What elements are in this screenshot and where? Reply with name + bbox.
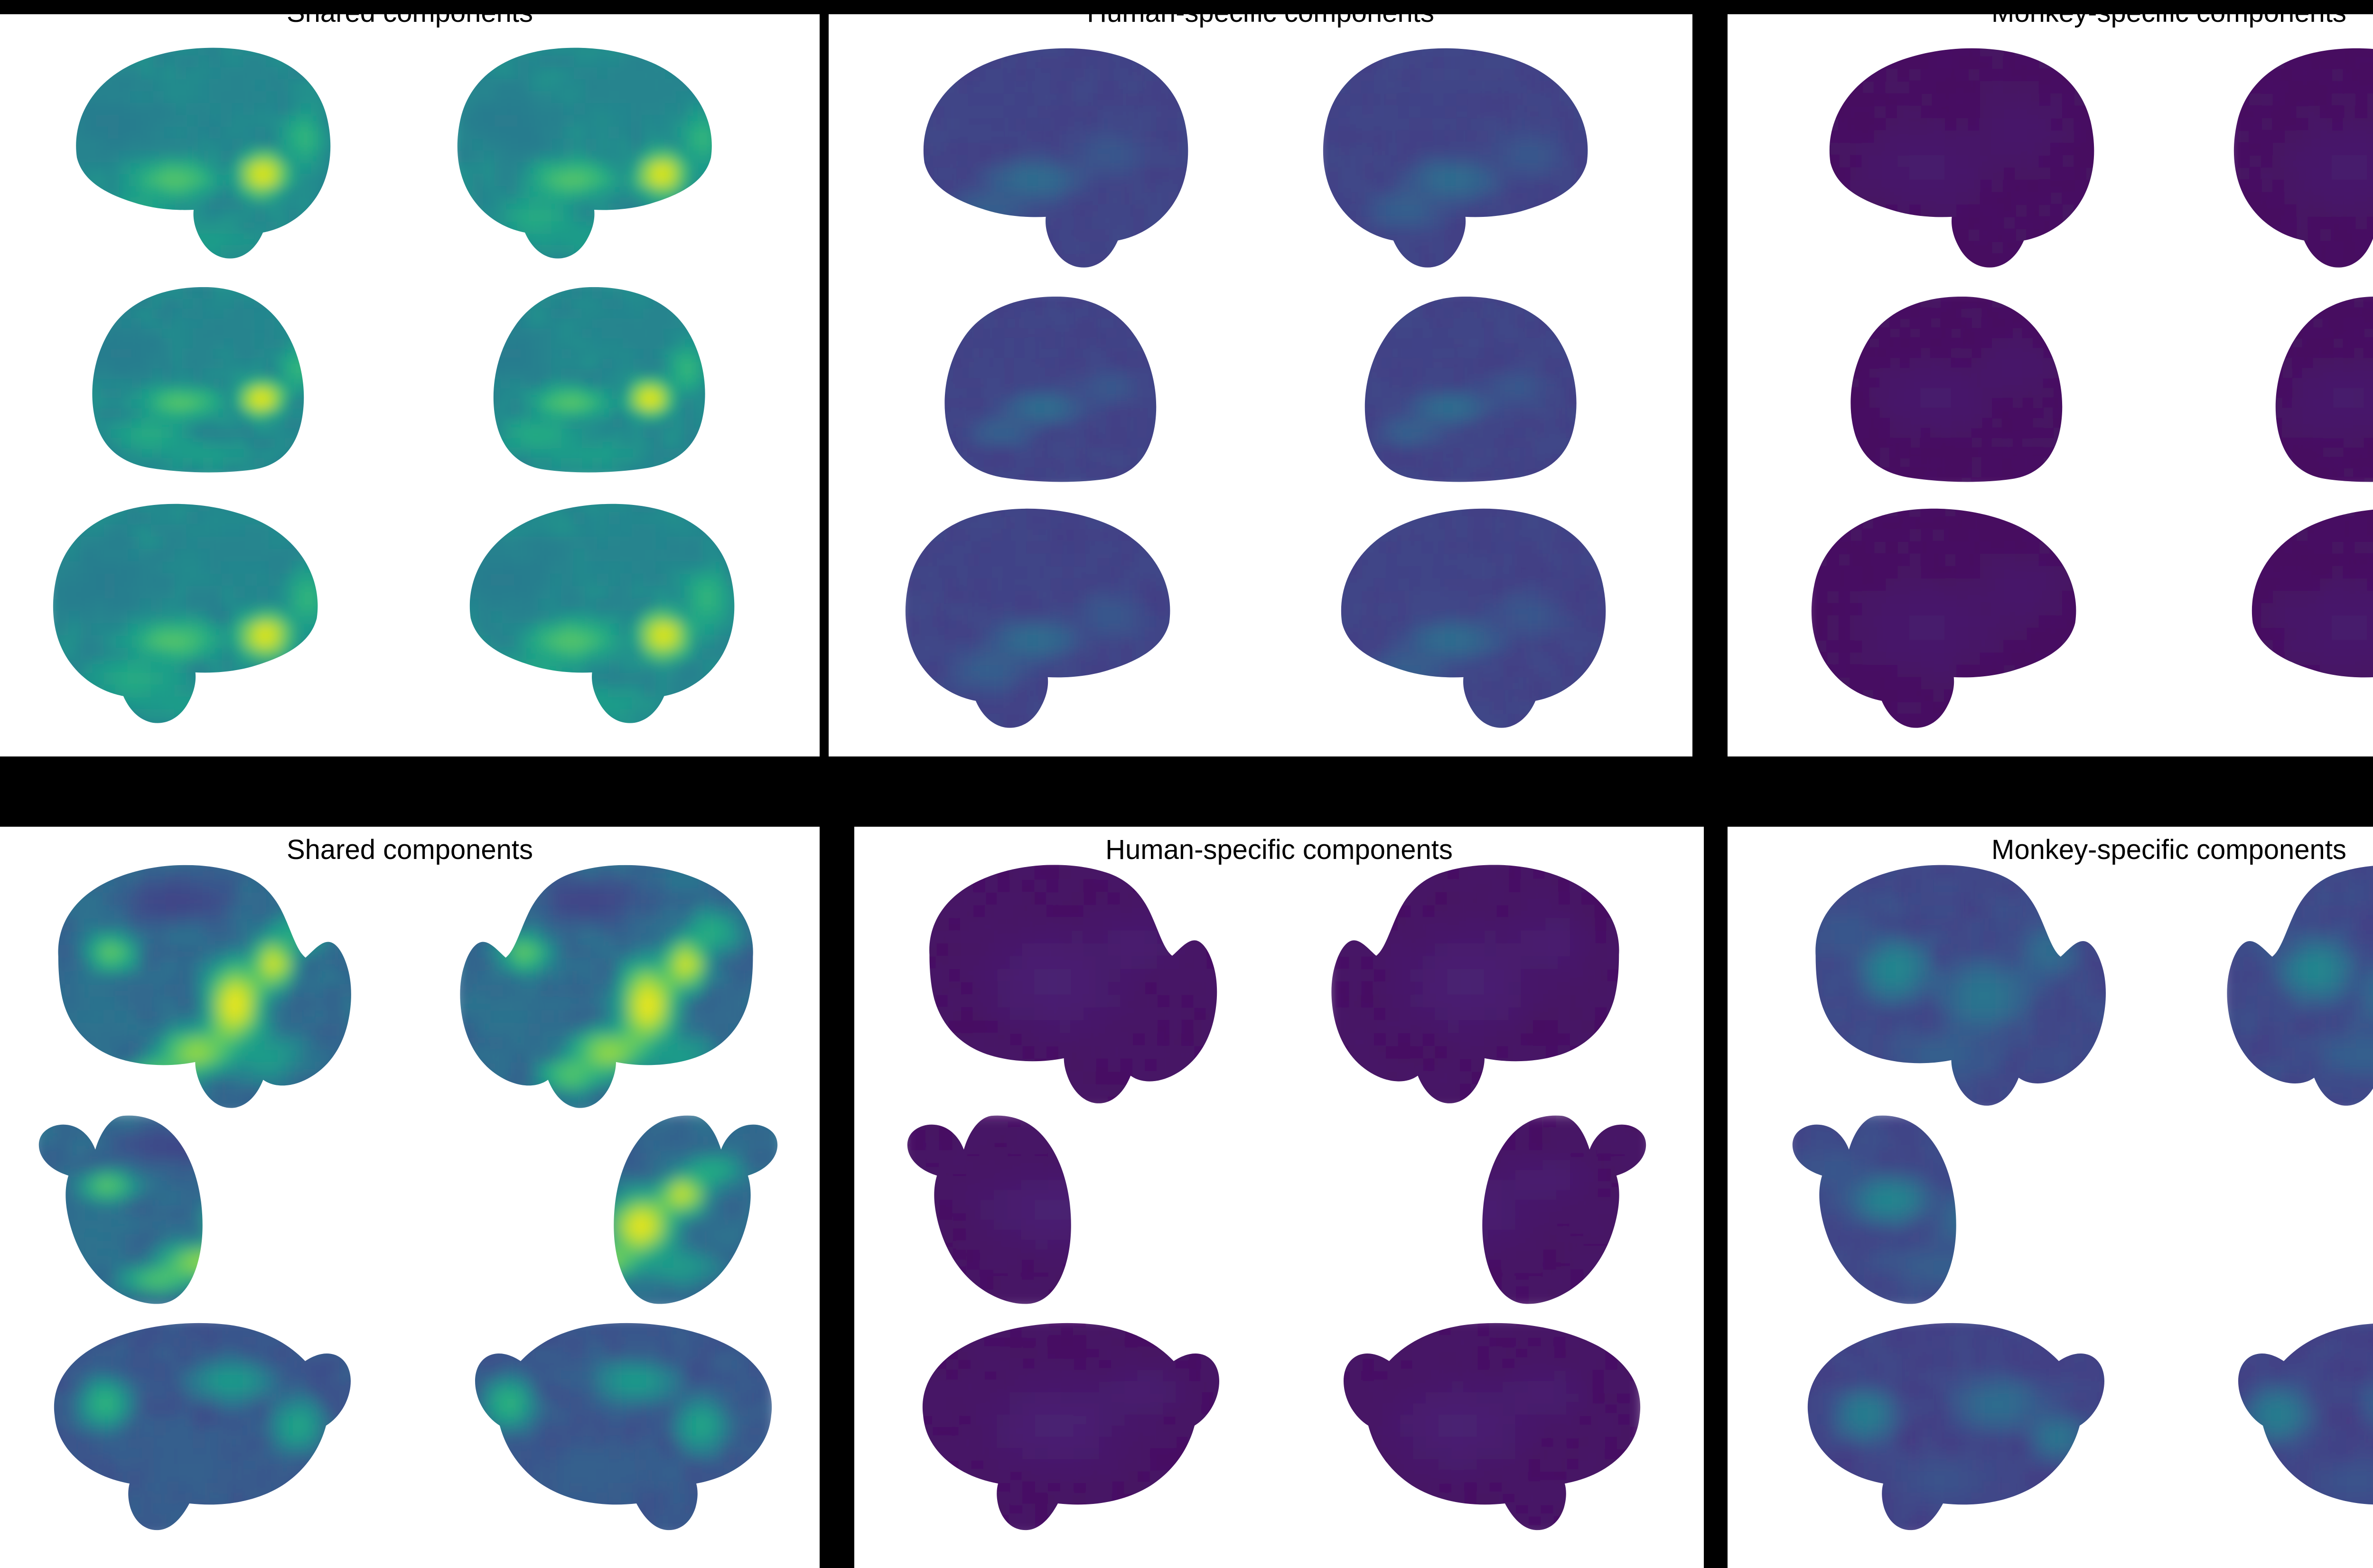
monkey-surface-medial-right [2169,1316,2373,1539]
brain-surface-dorsal-right [2188,289,2373,489]
monkey-surface-dorsal-left [883,1111,1272,1311]
panel-human-monkeyspecific: Monkey-specific components [1728,0,2373,756]
brain-surface-medial-left [19,489,380,736]
monkey-surface-medial-left [5,1316,408,1539]
surface-canvas-monkey-monkeyspecific [1728,827,2373,1568]
brain-surface-dorsal-right [418,280,769,479]
surface-canvas-human-monkeyspecific [1728,14,2373,756]
brain-surface-medial-right [2188,494,2373,740]
panel-title: Shared components [286,0,533,28]
brain-surface-lateral-right [2188,33,2373,280]
monkey-surface-medial-left [873,1316,1277,1539]
panel-monkey-monkeyspecific: Monkey-specific components [1728,827,2373,1568]
panel-title: Shared components [286,834,533,865]
brain-surface-lateral-left [19,33,380,271]
monkey-surface-lateral-left [1751,855,2169,1114]
panel-monkey-humanspecific: Human-specific components [854,827,1704,1568]
monkey-surface-dorsal-right [1281,1111,1671,1311]
panel-title: Human-specific components [1087,0,1434,28]
brain-surface-lateral-right [1280,33,1659,280]
monkey-surface-dorsal-right [413,1111,802,1311]
monkey-surface-lateral-right [1281,855,1690,1111]
brain-surface-medial-left [1766,494,2150,740]
brain-surface-medial-left [862,494,1242,740]
brain-surface-dorsal-left [871,289,1242,489]
surface-canvas-human-humanspecific [829,14,1692,756]
monkey-surface-dorsal-left [14,1111,403,1311]
brain-surface-lateral-right [418,33,778,271]
brain-surface-dorsal-right [1280,289,1650,489]
panel-title: Monkey-specific components [1991,0,2346,28]
panel-human-shared: Shared components [0,0,820,756]
monkey-surface-medial-right [408,1316,812,1539]
monkey-surface-lateral-left [869,855,1277,1111]
brain-surface-medial-right [418,489,778,736]
monkey-surface-lateral-right [2174,855,2373,1114]
panel-title: Human-specific components [1105,834,1453,865]
monkey-surface-lateral-right [408,855,820,1116]
surface-canvas-monkey-humanspecific [854,827,1704,1568]
monkey-surface-medial-right [1277,1316,1680,1539]
surface-canvas-monkey-shared [0,827,820,1568]
panel-title: Monkey-specific components [1991,834,2346,865]
surface-canvas-human-shared [0,14,820,756]
monkey-surface-dorsal-right [2178,1111,2373,1311]
panel-human-humanspecific: Human-specific components [829,0,1692,756]
brain-surface-lateral-left [862,33,1242,280]
panel-monkey-shared: Shared components [0,827,820,1568]
brain-surface-dorsal-left [1775,289,2150,489]
brain-surface-lateral-left [1766,33,2150,280]
brain-surface-medial-right [1280,494,1659,740]
monkey-surface-lateral-left [0,855,413,1116]
monkey-surface-medial-left [1756,1316,2164,1539]
brain-surface-dorsal-left [28,280,380,479]
monkey-surface-dorsal-left [1766,1111,2159,1311]
